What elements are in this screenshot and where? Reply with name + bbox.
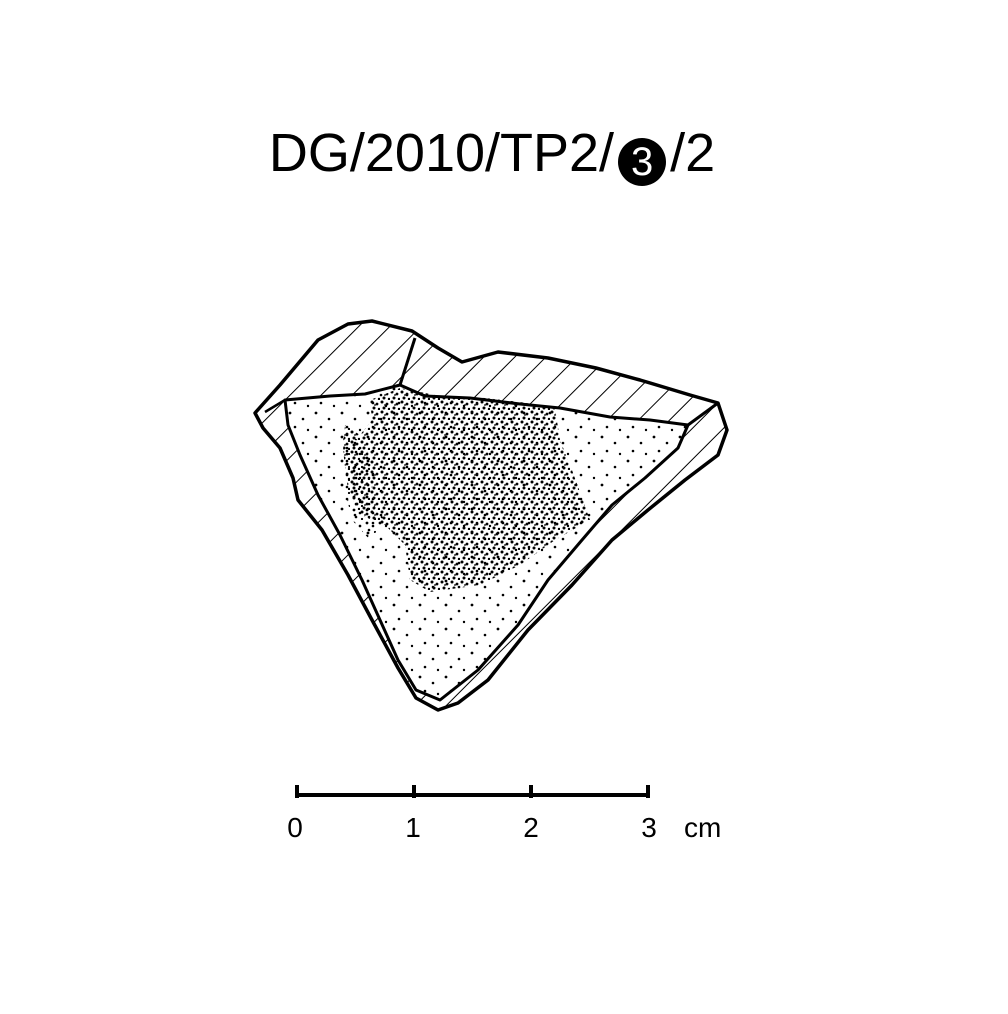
mid-residue-patch: [343, 430, 385, 540]
scale-label-2: 2: [523, 812, 539, 843]
scale-label-1: 1: [405, 812, 421, 843]
rim-break-line: [687, 401, 719, 427]
artifact-label: DG/2010/TP2/3/2: [0, 118, 984, 188]
label-suffix: /2: [670, 123, 716, 183]
scale-label-0: 0: [287, 812, 303, 843]
rim-break-line: [398, 337, 417, 386]
dark-residue-patch: [343, 388, 590, 592]
scale-bar: [295, 785, 650, 798]
scale-unit: cm: [684, 812, 722, 843]
context-number-badge: 3: [618, 138, 667, 186]
rim-break-line: [264, 398, 286, 414]
scale-label-3: 3: [641, 812, 657, 843]
context-number: 3: [630, 140, 654, 184]
label-prefix: DG/2010/TP2/: [268, 123, 615, 183]
